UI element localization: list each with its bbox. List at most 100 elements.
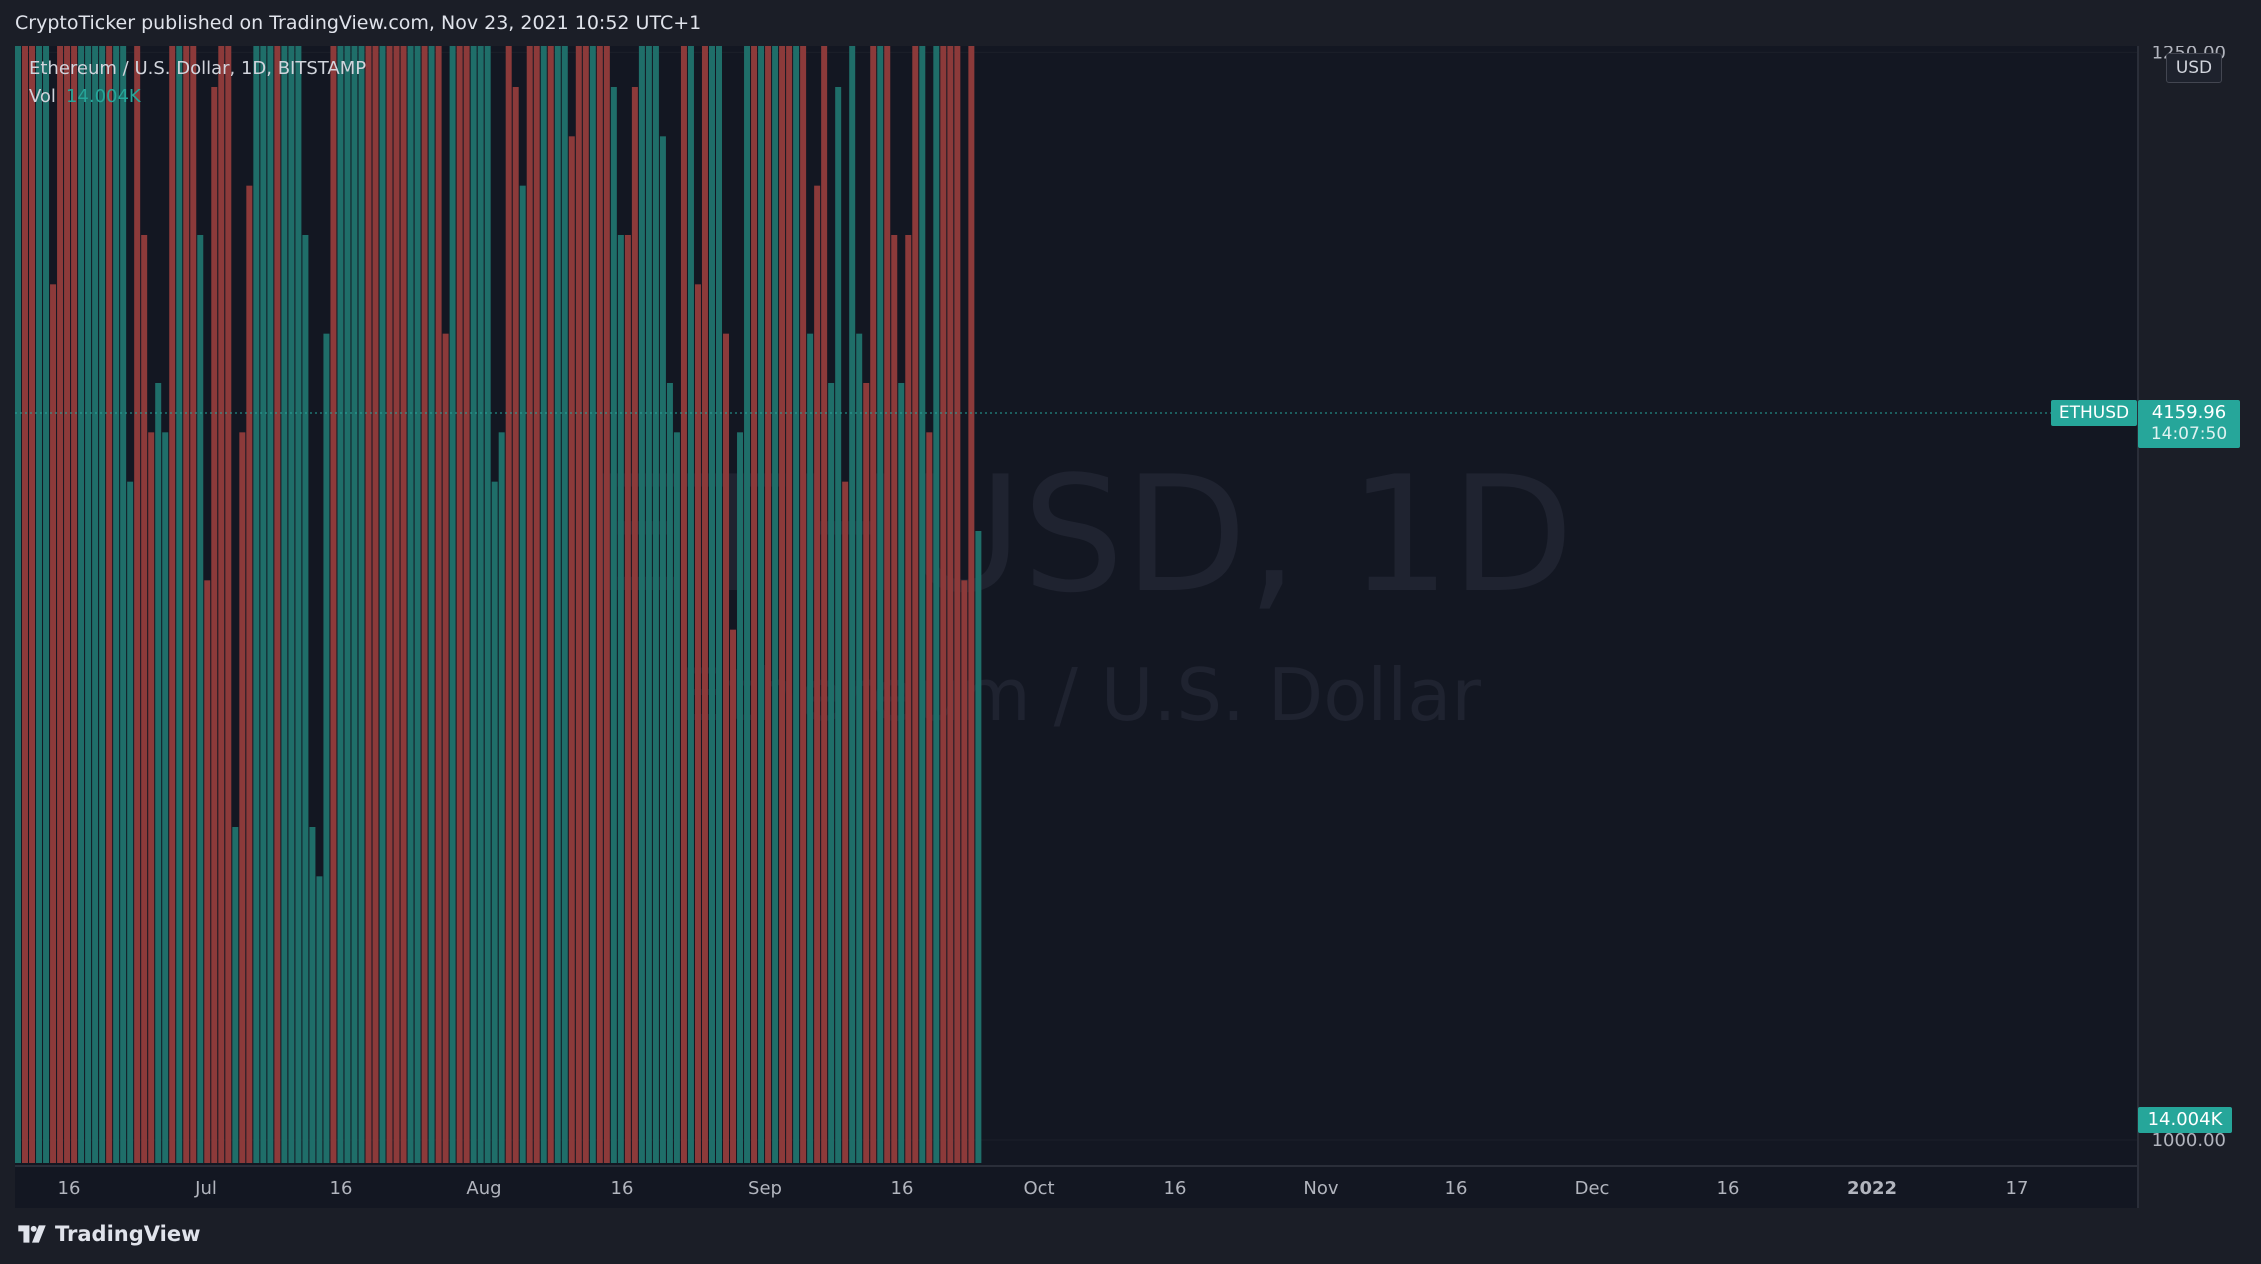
volume-bar	[218, 0, 225, 1164]
volume-bar	[737, 432, 744, 1164]
time-tick-label: Nov	[1303, 1178, 1338, 1199]
volume-bar	[891, 234, 898, 1163]
volume-bar	[71, 0, 78, 1163]
volume-bar	[435, 0, 442, 1163]
publish-header: CryptoTicker published on TradingView.co…	[0, 0, 2261, 46]
volume-legend[interactable]: Vol 14.004K	[29, 83, 366, 111]
volume-bar	[400, 0, 407, 1163]
currency-button[interactable]: USD	[2166, 53, 2222, 83]
volume-bar	[821, 0, 828, 1163]
volume-bar	[933, 0, 940, 1163]
volume-bar	[281, 0, 288, 1163]
bar-countdown: 14:07:50	[2150, 424, 2228, 444]
time-tick-label: 16	[611, 1178, 634, 1199]
footer	[0, 1210, 2261, 1264]
volume-bar	[645, 0, 652, 1164]
volume-bar	[260, 0, 267, 1163]
volume-bar	[288, 0, 295, 1164]
volume-bar	[442, 333, 449, 1163]
volume-bar	[877, 0, 884, 1163]
chart-legend[interactable]: Ethereum / U.S. Dollar, 1D, BITSTAMP Vol…	[29, 55, 366, 111]
volume-bar	[765, 0, 772, 1164]
volume-bar	[589, 0, 596, 1163]
time-tick-label: 16	[1164, 1178, 1187, 1199]
volume-bar	[232, 826, 239, 1163]
volume-bar	[99, 0, 106, 1163]
volume-bar	[50, 284, 57, 1163]
volume-bar	[309, 826, 316, 1163]
tradingview-brand: TradingView	[55, 1222, 201, 1246]
time-tick-label: 16	[1717, 1178, 1740, 1199]
time-axis-labels: 16 Jul 16 Aug 16 Sep 16 Oct 16 Nov 16 Dec 16 2022 17	[58, 1178, 2029, 1199]
volume-bar	[127, 481, 134, 1164]
tradingview-logo[interactable]: TradingView	[15, 1222, 200, 1246]
volume-bar	[617, 234, 624, 1163]
volume-bar	[884, 0, 891, 1163]
volume-bar	[421, 0, 428, 1163]
volume-bar	[687, 37, 694, 1163]
volume-bar	[64, 0, 71, 1163]
volume-bar	[456, 0, 463, 1163]
volume-bar	[968, 0, 975, 1163]
volume-bar	[253, 0, 260, 1163]
time-tick-label: 2022	[1847, 1178, 1897, 1199]
time-tick-label: 16	[1445, 1178, 1468, 1199]
price-axis-background[interactable]	[2138, 46, 2261, 1210]
volume-bar	[190, 0, 197, 1163]
volume-bar	[940, 0, 947, 1164]
tradingview-logo-icon	[18, 1225, 46, 1243]
volume-bar	[141, 234, 148, 1163]
volume-bar	[793, 0, 800, 1164]
volume-bar	[659, 136, 666, 1163]
symbol-title[interactable]: Ethereum / U.S. Dollar, 1D, BITSTAMP	[29, 58, 367, 79]
volume-bar	[694, 284, 701, 1163]
volume-bar	[638, 0, 645, 1163]
volume-bar	[666, 382, 673, 1164]
volume-bar	[351, 0, 358, 1163]
volume-bar	[849, 0, 856, 1163]
volume-bar	[779, 0, 786, 1164]
volume-bar	[652, 0, 659, 1163]
volume-bar	[491, 481, 498, 1164]
volume-bar	[723, 333, 730, 1163]
volume-bar	[673, 432, 680, 1164]
price-tick-label: 1000.00	[2152, 1130, 2226, 1151]
volume-bar	[807, 333, 814, 1163]
volume-bar	[744, 0, 751, 1164]
volume-bar	[120, 0, 127, 1163]
volume-bar	[36, 0, 43, 1163]
volume-bar	[870, 0, 877, 1163]
volume-bar	[814, 185, 821, 1163]
volume-bar	[751, 37, 758, 1163]
volume-bar	[337, 0, 344, 1163]
time-tick-label: 17	[2006, 1178, 2029, 1199]
volume-bar	[113, 0, 120, 1163]
volume-bar	[835, 86, 842, 1163]
volume-bar	[176, 0, 183, 1163]
volume-bar	[344, 0, 351, 1163]
volume-bar	[78, 0, 85, 1163]
volume-bar	[379, 0, 386, 1164]
watermark-symbol: ETHUSD, 1D	[586, 441, 1574, 628]
volume-bar	[134, 0, 141, 1163]
volume-bar	[603, 0, 610, 1163]
volume-bar	[758, 0, 765, 1163]
volume-bar	[730, 629, 737, 1163]
volume-bar	[912, 0, 919, 1164]
volume-bar	[701, 0, 708, 1163]
volume-bar	[211, 86, 218, 1163]
volume-bar	[323, 333, 330, 1163]
volume-bar	[624, 234, 631, 1163]
volume-label: Vol	[29, 86, 56, 107]
volume-bar	[786, 0, 793, 1164]
volume-tag: 14.004K	[2138, 1107, 2232, 1133]
volume-bar	[596, 0, 603, 1163]
volume-bar	[106, 0, 113, 1164]
volume-bar	[197, 234, 204, 1163]
volume-bar	[414, 0, 421, 1164]
volume-bar	[274, 0, 281, 1163]
volume-bar	[898, 382, 905, 1164]
volume-bar	[57, 0, 64, 1163]
volume-bar	[246, 185, 253, 1163]
